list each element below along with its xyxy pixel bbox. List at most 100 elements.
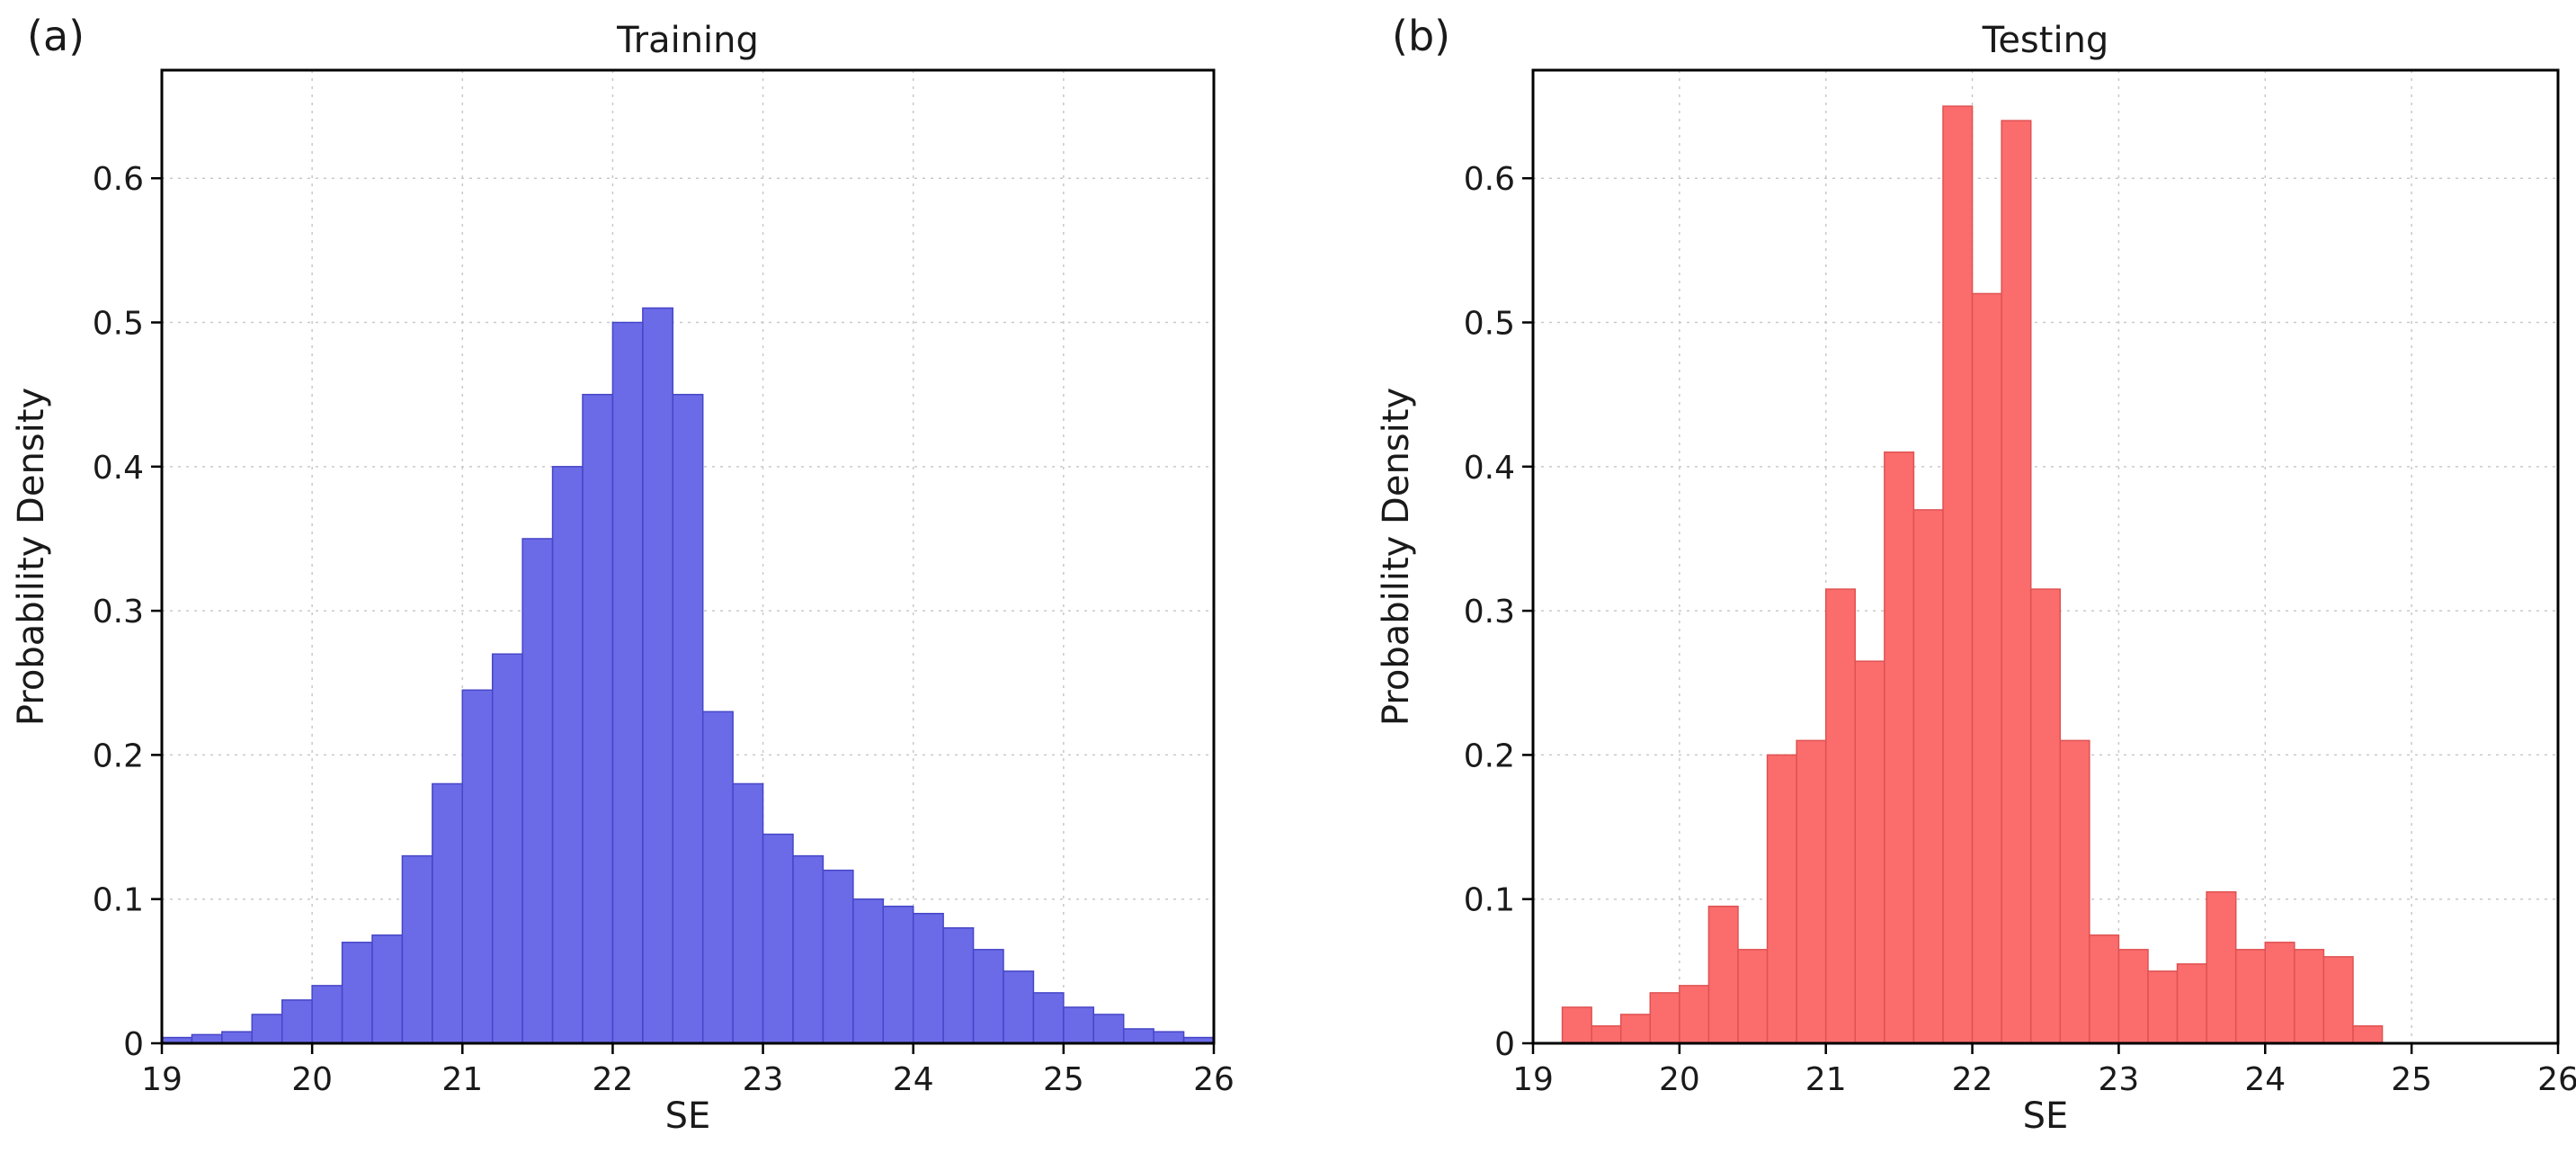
x-tick-label: 22 [1952, 1061, 1993, 1098]
x-tick-label: 22 [593, 1061, 634, 1098]
histogram-bar [2352, 1025, 2384, 1044]
y-tick-label: 0.2 [1464, 737, 1515, 774]
histogram-bar [1003, 970, 1035, 1044]
histogram-bar [642, 307, 674, 1044]
histogram-bar [1561, 1006, 1592, 1044]
histogram-bar [1679, 985, 1710, 1044]
histogram-bar [1796, 739, 1827, 1044]
histogram-bar [2147, 970, 2179, 1044]
histogram-bar [371, 934, 404, 1044]
y-tick-label: 0.6 [1464, 161, 1515, 198]
x-axis-label-testing: SE [2023, 1095, 2069, 1137]
panel-training: (a) Training SE Probability Density 19 20… [11, 12, 1235, 1137]
chart-title-testing: Testing [1982, 20, 2109, 61]
histogram-bar [1912, 509, 1944, 1044]
y-tick-label: 0.3 [1464, 594, 1515, 630]
histogram-bar [281, 999, 313, 1044]
panel-testing: (b) Testing SE Probability Density 19 20 2… [1376, 12, 2576, 1137]
histogram-bar [1122, 1028, 1154, 1044]
y-axis-label-testing: Probability Density [1376, 388, 1417, 726]
histogram-bar [1063, 1006, 1095, 1044]
y-tick-label: 0.6 [93, 161, 144, 198]
histogram-bar [311, 985, 343, 1044]
axis-box [160, 68, 1216, 1045]
y-tick-label: 0.5 [1464, 306, 1515, 343]
histogram-bar [1884, 451, 1915, 1044]
histogram-bar [2206, 890, 2237, 1044]
x-tick-label: 25 [2391, 1061, 2432, 1098]
histogram-bar [491, 653, 523, 1044]
panel-label-a: (a) [27, 12, 85, 60]
x-tick-label: 21 [1805, 1061, 1847, 1098]
histogram-bar [1619, 1014, 1652, 1044]
histogram-bar [2294, 949, 2325, 1044]
histogram-bar [2234, 949, 2267, 1044]
histogram-bar [611, 321, 644, 1044]
histogram-bar [432, 782, 464, 1044]
histogram-bar [1153, 1031, 1185, 1044]
x-tick-label: 24 [2244, 1061, 2286, 1098]
y-tick-label: 0.2 [93, 737, 144, 774]
histogram-bar [1854, 660, 1885, 1044]
x-tick-label: 24 [893, 1061, 934, 1098]
histogram-bar [1591, 1025, 1622, 1044]
histogram-bar [1971, 292, 2002, 1044]
histogram-bar [852, 898, 885, 1044]
plot-area-testing: 19 20 21 22 23 24 25 26 0 0.1 0.2 0.3 0.4 0.5 0.6 [1464, 68, 2576, 1098]
y-tick-label: 0.1 [93, 882, 144, 919]
histogram-bar [221, 1031, 254, 1044]
histogram-bar [912, 912, 944, 1044]
histogram-bar [822, 869, 854, 1044]
x-tick-label: 20 [291, 1061, 333, 1098]
y-tick-label: 0 [1494, 1026, 1515, 1063]
histogram-bar [2059, 739, 2090, 1044]
histogram-bar [1824, 588, 1857, 1044]
histogram-bar [762, 833, 794, 1044]
x-tick-label: 21 [441, 1061, 483, 1098]
histogram-bar [341, 942, 373, 1044]
histogram-bar [1737, 949, 1769, 1044]
y-axis-label-training: Probability Density [11, 388, 52, 726]
axis-box [1531, 68, 2560, 1045]
y-tick-label: 0.4 [1464, 450, 1515, 487]
histogram-bar [1032, 992, 1065, 1044]
x-tick-label: 26 [2537, 1061, 2576, 1098]
y-tick-label: 0.1 [1464, 882, 1515, 919]
plot-area-training: 19 20 21 22 23 24 25 26 0 0.1 0.2 0.3 0.4 0.5 0.6 [93, 68, 1235, 1098]
histogram-bar [882, 905, 914, 1044]
histogram-bar [792, 854, 824, 1044]
x-tick-label: 23 [2099, 1061, 2140, 1098]
histogram-bar [582, 393, 614, 1044]
histogram-bar [1766, 754, 1797, 1044]
x-tick-label: 26 [1193, 1061, 1235, 1098]
x-tick-label: 19 [1512, 1061, 1554, 1098]
histogram-bar [551, 466, 584, 1044]
x-tick-label: 25 [1043, 1061, 1084, 1098]
histogram-bar [2264, 942, 2295, 1044]
histogram-bar [461, 689, 494, 1044]
histogram-bar [251, 1014, 283, 1044]
histogram-bar [2001, 120, 2032, 1044]
histogram-bar [672, 393, 704, 1044]
y-tick-label: 0.3 [93, 594, 144, 630]
histogram-bar [1649, 992, 1680, 1044]
histogram-bar [401, 854, 433, 1044]
histogram-bar [942, 927, 975, 1044]
histogram-bar [701, 711, 734, 1044]
y-tick-label: 0.5 [93, 306, 144, 343]
histogram-bar [1092, 1014, 1125, 1044]
histogram-bar [1707, 905, 1739, 1044]
x-tick-label: 20 [1659, 1061, 1700, 1098]
histogram-bar [732, 782, 764, 1044]
histogram-bar [521, 538, 554, 1044]
x-axis-label-training: SE [665, 1095, 711, 1137]
panel-label-b: (b) [1392, 12, 1450, 60]
histogram-bar [2322, 956, 2354, 1044]
chart-title-training: Training [616, 20, 759, 61]
histogram-bar [2117, 949, 2149, 1044]
histogram-bar [1942, 105, 1974, 1044]
histogram-bar [2029, 588, 2062, 1044]
histogram-bar [2089, 934, 2120, 1044]
